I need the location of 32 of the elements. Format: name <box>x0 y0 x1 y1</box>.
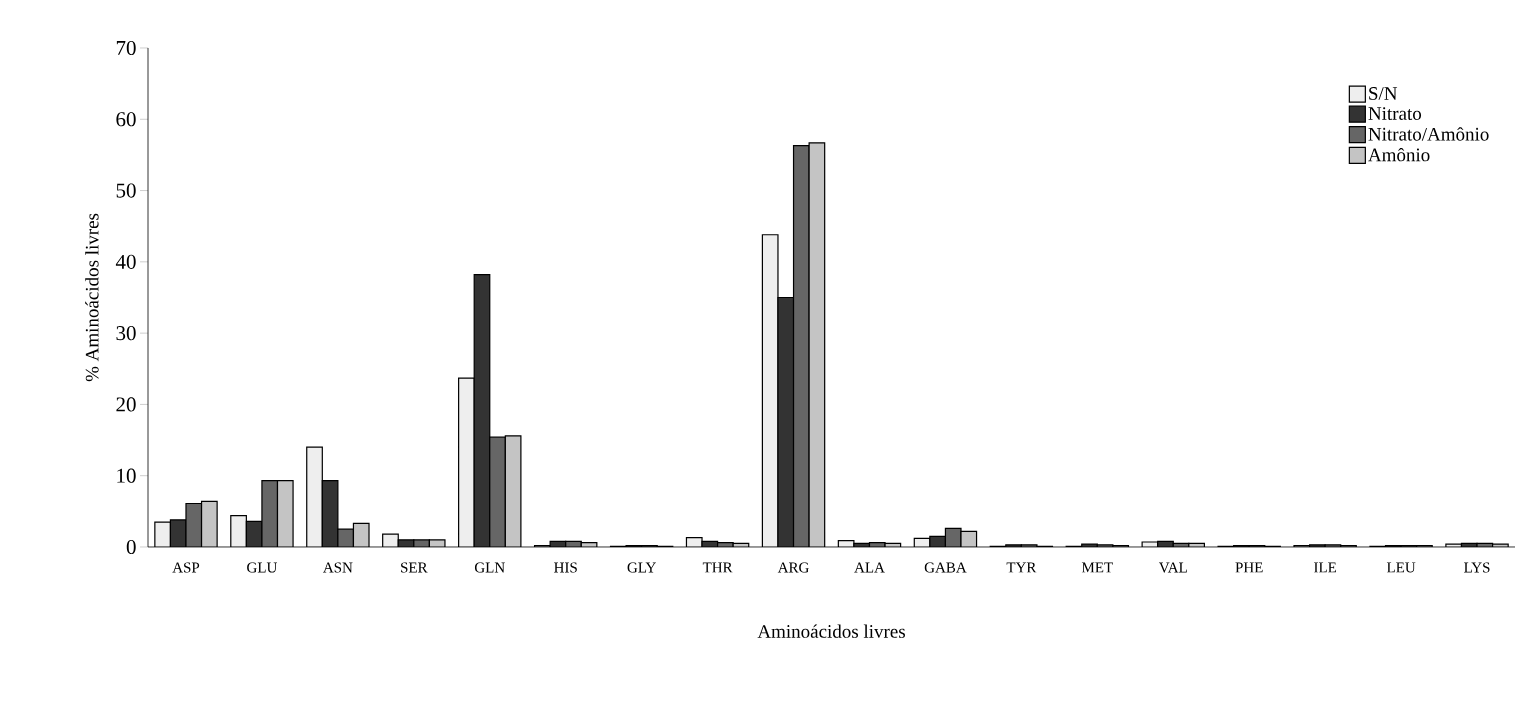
y-tick-label: 20 <box>116 397 136 412</box>
x-tick-label: LYS <box>1464 562 1490 573</box>
legend-label: S/N <box>1369 87 1398 100</box>
x-axis-title: Aminoácidos livres <box>757 624 905 638</box>
x-tick-label: ASN <box>323 562 353 573</box>
x-tick-label: GLN <box>474 562 505 573</box>
x-tick-label: ILE <box>1314 562 1337 573</box>
x-tick-label: MET <box>1081 562 1113 573</box>
y-axis-title: % Aminoácidos livres <box>85 213 99 382</box>
legend-label: Amônio <box>1368 147 1430 162</box>
legend-label: Nitrato <box>1368 107 1422 120</box>
x-tick-label: ALA <box>854 562 885 573</box>
x-tick-label: VAL <box>1158 562 1187 573</box>
x-tick-label: PHE <box>1235 562 1263 573</box>
y-tick-label: 30 <box>116 326 136 341</box>
x-tick-label: LEU <box>1386 562 1416 573</box>
y-tick-label: 0 <box>126 539 136 555</box>
y-tick-label: 40 <box>115 254 136 269</box>
x-tick-label: GABA <box>924 562 967 573</box>
x-tick-label: ARG <box>777 562 809 573</box>
x-tick-label: TYR <box>1006 562 1037 573</box>
y-tick-label: 60 <box>116 112 136 127</box>
legend-label: Nitrato/Amônio <box>1368 127 1489 141</box>
x-tick-label: GLU <box>247 562 278 573</box>
y-tick-label: 10 <box>117 468 136 483</box>
y-tick-label: 50 <box>116 183 136 198</box>
x-tick-label: THR <box>702 562 733 573</box>
y-tick-label: 70 <box>116 40 136 56</box>
x-tick-label: SER <box>401 562 428 573</box>
x-tick-label: GLY <box>627 562 656 573</box>
x-tick-label: ASP <box>172 562 200 573</box>
x-tick-label: HIS <box>554 562 577 573</box>
